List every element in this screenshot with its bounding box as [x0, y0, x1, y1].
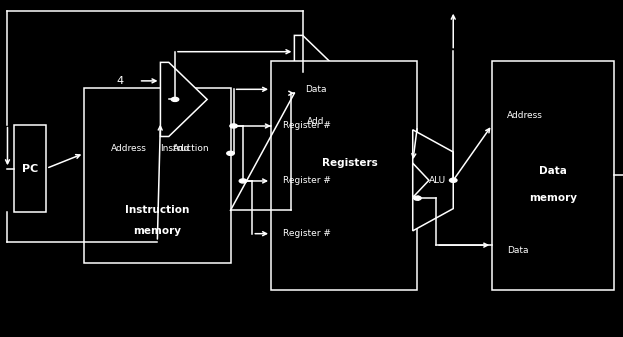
- Polygon shape: [412, 163, 429, 197]
- Text: Instruction: Instruction: [160, 145, 209, 153]
- Text: memory: memory: [133, 226, 181, 236]
- Text: Address: Address: [110, 145, 146, 153]
- Polygon shape: [412, 130, 453, 231]
- Text: PC: PC: [22, 163, 38, 174]
- Circle shape: [227, 151, 234, 155]
- Text: Add: Add: [307, 117, 324, 126]
- Circle shape: [171, 97, 179, 101]
- Bar: [14, 125, 46, 212]
- Text: Instruction: Instruction: [125, 205, 189, 215]
- Text: Data: Data: [305, 85, 326, 94]
- Text: Add: Add: [173, 144, 190, 153]
- Text: Register #: Register #: [283, 177, 331, 185]
- Bar: [84, 88, 231, 263]
- Bar: [492, 61, 614, 290]
- Polygon shape: [161, 62, 207, 136]
- Text: Registers: Registers: [322, 158, 378, 167]
- Circle shape: [449, 178, 457, 182]
- Circle shape: [239, 179, 247, 183]
- Polygon shape: [295, 35, 341, 110]
- Text: ALU: ALU: [429, 176, 447, 185]
- Text: Address: Address: [506, 111, 543, 120]
- Bar: [271, 61, 417, 290]
- Text: memory: memory: [529, 193, 577, 203]
- Text: 4: 4: [117, 76, 123, 86]
- Text: Data: Data: [539, 166, 567, 176]
- Text: Register #: Register #: [283, 121, 331, 130]
- Text: Register #: Register #: [283, 229, 331, 238]
- Circle shape: [414, 196, 421, 200]
- Circle shape: [230, 124, 237, 128]
- Text: Data: Data: [506, 246, 528, 255]
